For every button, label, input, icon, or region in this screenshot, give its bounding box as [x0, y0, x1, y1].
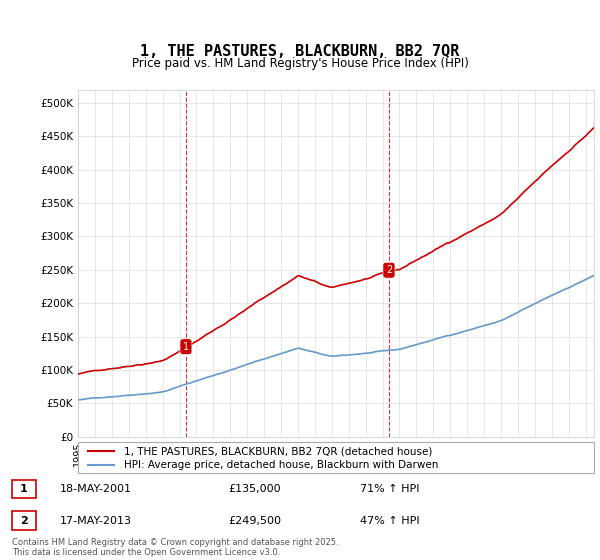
FancyBboxPatch shape [78, 442, 594, 473]
Text: HPI: Average price, detached house, Blackburn with Darwen: HPI: Average price, detached house, Blac… [124, 460, 439, 470]
Text: 1, THE PASTURES, BLACKBURN, BB2 7QR: 1, THE PASTURES, BLACKBURN, BB2 7QR [140, 44, 460, 59]
Text: 71% ↑ HPI: 71% ↑ HPI [360, 484, 419, 494]
Text: 1, THE PASTURES, BLACKBURN, BB2 7QR (detached house): 1, THE PASTURES, BLACKBURN, BB2 7QR (det… [124, 446, 433, 456]
Text: 2: 2 [386, 265, 392, 275]
Text: 2: 2 [20, 516, 28, 526]
Text: 18-MAY-2001: 18-MAY-2001 [60, 484, 132, 494]
Text: 17-MAY-2013: 17-MAY-2013 [60, 516, 132, 526]
Text: £135,000: £135,000 [228, 484, 281, 494]
FancyBboxPatch shape [12, 479, 36, 498]
FancyBboxPatch shape [12, 511, 36, 530]
Text: 1: 1 [183, 342, 189, 352]
Text: Price paid vs. HM Land Registry's House Price Index (HPI): Price paid vs. HM Land Registry's House … [131, 57, 469, 70]
Text: £249,500: £249,500 [228, 516, 281, 526]
Text: 47% ↑ HPI: 47% ↑ HPI [360, 516, 419, 526]
Text: Contains HM Land Registry data © Crown copyright and database right 2025.
This d: Contains HM Land Registry data © Crown c… [12, 538, 338, 557]
Text: 1: 1 [20, 484, 28, 494]
